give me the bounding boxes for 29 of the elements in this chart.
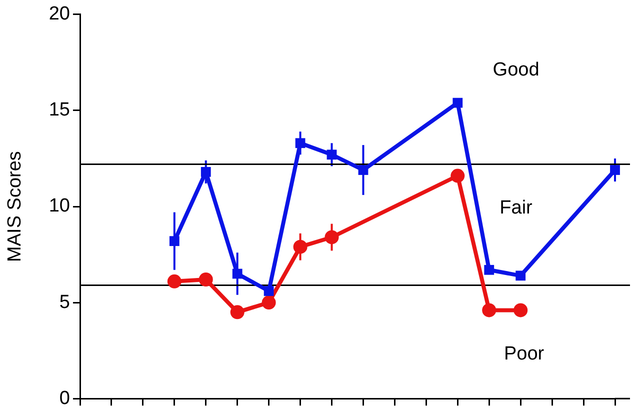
point — [326, 150, 337, 160]
y-tick-label: 15 — [48, 100, 70, 121]
point — [230, 305, 244, 320]
y-tick-label: 20 — [48, 4, 70, 25]
point — [293, 240, 308, 254]
y-tick-label: 10 — [48, 196, 70, 217]
y-tick-label: 5 — [59, 292, 70, 313]
point — [198, 272, 213, 286]
point — [324, 230, 339, 244]
point — [358, 165, 368, 175]
point — [482, 303, 496, 318]
point — [200, 166, 211, 177]
point — [610, 165, 620, 175]
point — [264, 286, 274, 296]
annotation: Good — [492, 59, 540, 80]
point — [514, 303, 528, 318]
y-axis-title: MAIS Scores — [4, 151, 26, 262]
point — [295, 138, 306, 148]
point — [450, 168, 465, 183]
point — [516, 270, 526, 281]
point — [169, 236, 180, 246]
point — [232, 268, 242, 279]
annotation: Fair — [500, 198, 534, 219]
point — [262, 296, 276, 310]
point — [167, 274, 182, 288]
point — [484, 264, 494, 275]
point — [452, 98, 463, 108]
annotation: Poor — [504, 344, 545, 365]
y-tick-label: 0 — [59, 388, 70, 409]
